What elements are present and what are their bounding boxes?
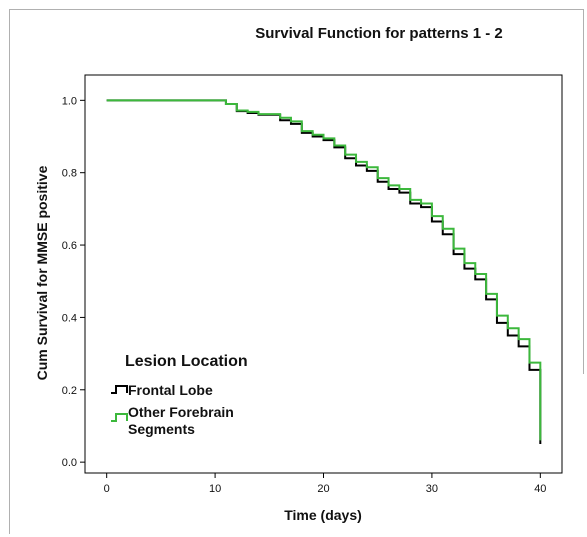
x-tick-label: 30 [426, 483, 438, 495]
y-tick-label: 1.0 [62, 95, 77, 107]
y-tick-label: 0.6 [62, 240, 77, 252]
x-tick-label: 10 [209, 483, 221, 495]
y-axis-label: Cum Survival for MMSE positive [34, 165, 50, 380]
series-line-other-forebrain [106, 99, 542, 441]
x-tick-label: 40 [534, 483, 546, 495]
x-axis-ticks: 0 10 20 30 40 [104, 473, 546, 495]
chart-frame [9, 9, 584, 534]
y-axis-ticks: 0.0 0.2 0.4 0.6 0.8 1.0 [62, 95, 85, 469]
chart-title: Survival Function for patterns 1 - 2 [255, 25, 503, 42]
legend-swatch-frontal-lobe [111, 385, 128, 394]
series-layer [106, 99, 542, 445]
x-tick-label: 0 [104, 483, 110, 495]
y-tick-label: 0.8 [62, 168, 77, 180]
x-tick-label: 20 [317, 483, 329, 495]
y-tick-label: 0.4 [62, 312, 77, 324]
x-axis-label: Time (days) [284, 507, 362, 523]
legend-title: Lesion Location [125, 353, 248, 370]
y-tick-label: 0.2 [62, 385, 77, 397]
y-tick-label: 0.0 [62, 457, 77, 469]
legend: Lesion Location Frontal Lobe Other Foreb… [111, 353, 248, 437]
legend-label-frontal-lobe: Frontal Lobe [128, 382, 213, 398]
legend-swatch-other-forebrain [111, 413, 128, 422]
chart-frame-right-edge [583, 9, 584, 374]
legend-label-other-forebrain: Other Forebrain Segments [128, 404, 234, 437]
